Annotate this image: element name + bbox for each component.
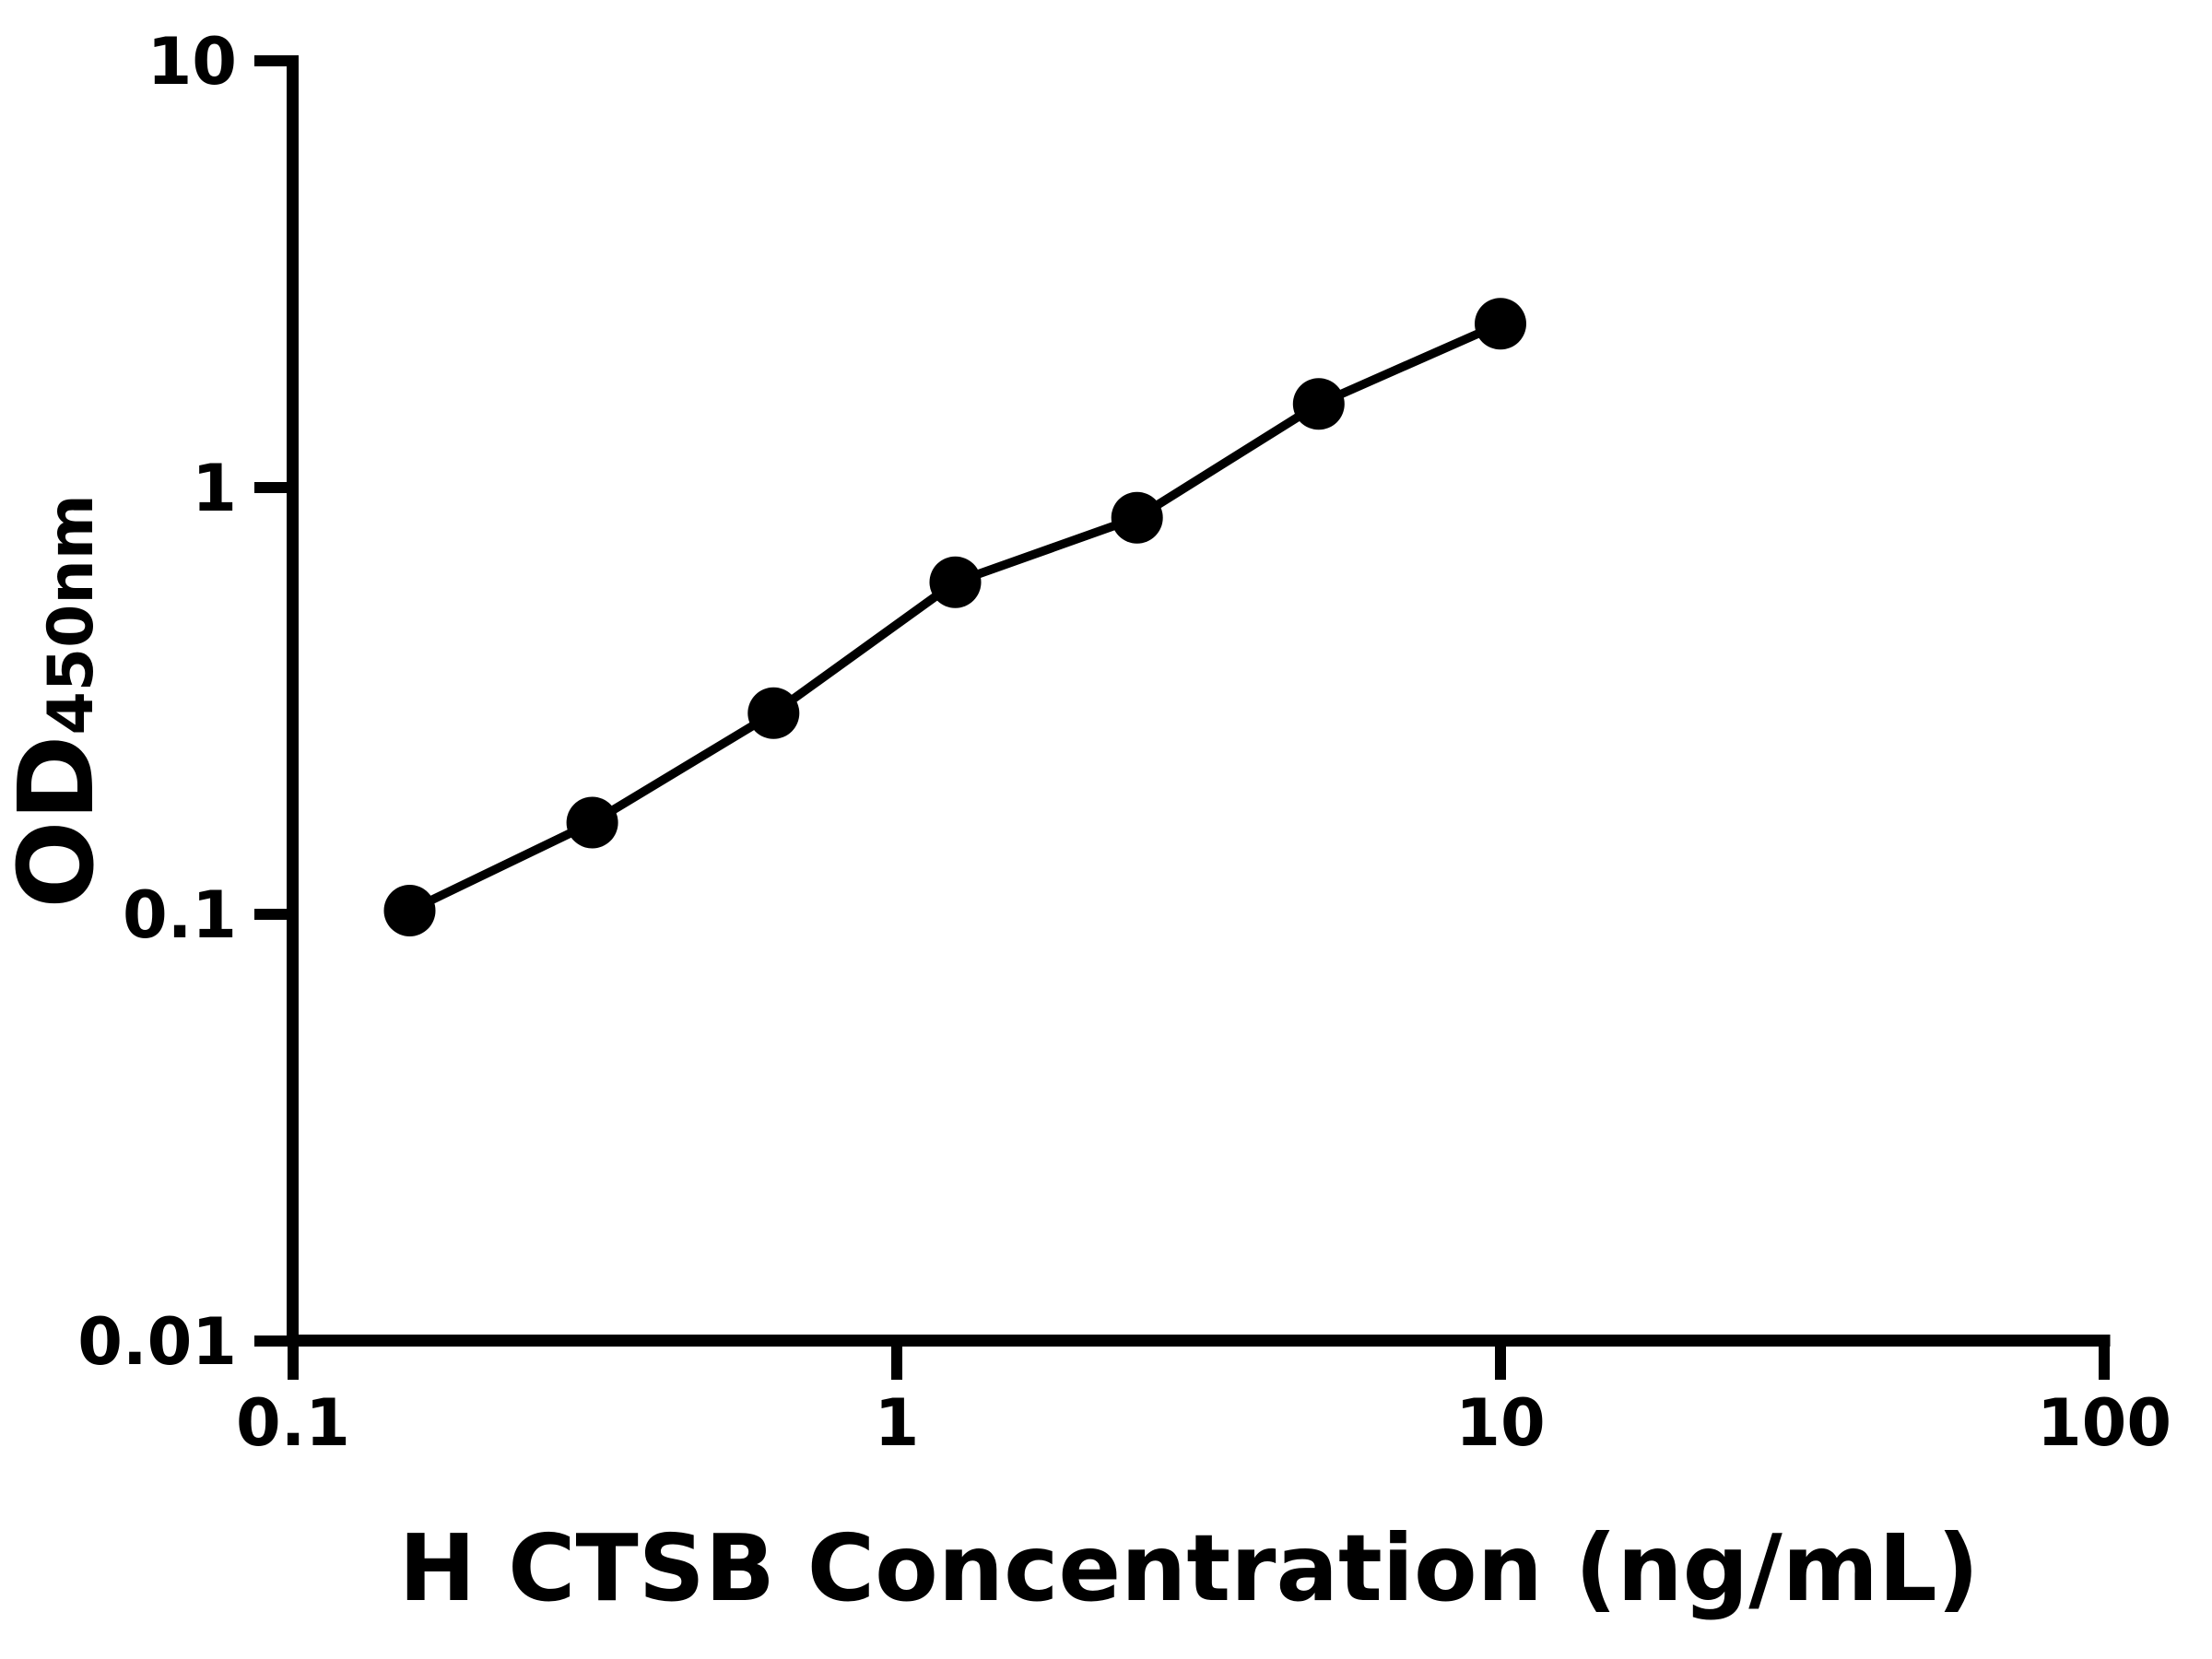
x-tick-label-0.1: 0.1 — [236, 1385, 350, 1461]
y-axis-title-sub: 450nm — [35, 494, 108, 735]
y-tick-label-1: 1 — [192, 451, 237, 526]
data-point-0.156 — [383, 885, 436, 936]
y-tick-label-0.1: 0.1 — [123, 877, 237, 953]
y-axis-title-main: OD — [0, 735, 117, 909]
x-tick-label-1: 1 — [875, 1385, 920, 1461]
data-point-0.625 — [747, 687, 800, 739]
data-point-0.313 — [566, 796, 618, 849]
x-axis-title: H CTSB Concentration (ng/mL) — [398, 1514, 1980, 1622]
data-point-1.25 — [929, 556, 982, 608]
y-tick-label-10: 10 — [147, 24, 237, 100]
y-tick-label-0.01: 0.01 — [77, 1304, 237, 1380]
data-point-2.5 — [1111, 491, 1163, 544]
data-point-10 — [1475, 298, 1526, 350]
x-tick-label-100: 100 — [2037, 1385, 2171, 1461]
y-axis-title: OD450nm — [0, 494, 117, 908]
data-point-5 — [1292, 378, 1345, 430]
x-tick-label-10: 10 — [1455, 1385, 1545, 1461]
